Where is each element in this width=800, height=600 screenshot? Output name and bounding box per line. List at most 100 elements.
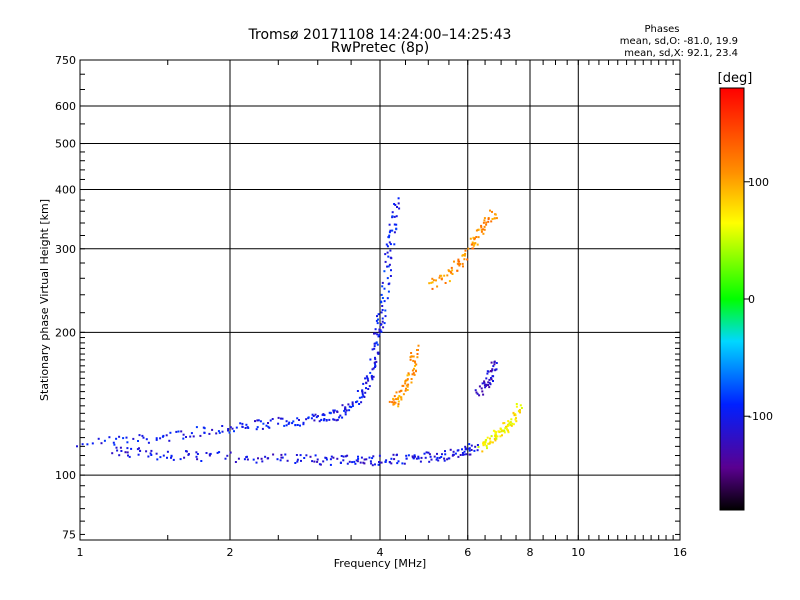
- data-point: [381, 297, 384, 299]
- data-point: [252, 458, 255, 461]
- data-point: [428, 453, 431, 456]
- data-point: [377, 318, 379, 321]
- data-point: [390, 457, 393, 460]
- data-point: [397, 400, 400, 403]
- data-points: [76, 197, 523, 467]
- data-point: [305, 454, 308, 457]
- data-point: [355, 401, 357, 404]
- data-point: [283, 424, 286, 427]
- data-point: [368, 385, 371, 388]
- y-tick-label: 100: [55, 469, 76, 482]
- data-point: [336, 411, 339, 413]
- data-point: [389, 249, 392, 252]
- data-point: [217, 430, 220, 433]
- data-point: [254, 420, 256, 423]
- data-point: [351, 405, 354, 407]
- data-point: [507, 431, 510, 434]
- x-tick-labels: 1 2 4 6 8 10 16: [77, 546, 688, 559]
- data-point: [512, 423, 515, 426]
- data-point: [120, 450, 123, 452]
- data-point: [493, 360, 496, 363]
- data-point: [399, 389, 402, 392]
- data-point: [459, 454, 462, 456]
- y-tick-label: 400: [55, 184, 76, 197]
- data-point: [361, 391, 364, 394]
- data-point: [405, 454, 408, 457]
- data-point: [389, 275, 392, 277]
- data-point: [468, 447, 471, 450]
- data-point: [374, 328, 377, 331]
- data-point: [478, 394, 481, 397]
- data-point: [371, 378, 374, 381]
- data-point: [234, 461, 237, 463]
- data-point: [440, 277, 443, 280]
- data-point: [464, 249, 467, 252]
- data-point: [196, 453, 199, 455]
- data-point: [487, 381, 490, 384]
- data-point: [444, 282, 447, 284]
- data-point: [447, 269, 450, 272]
- data-point: [411, 369, 414, 372]
- data-point: [377, 335, 380, 338]
- data-point: [374, 332, 377, 335]
- data-point: [475, 229, 478, 232]
- data-point: [382, 326, 385, 329]
- data-point: [247, 427, 250, 429]
- data-point: [428, 460, 431, 463]
- data-point: [404, 389, 407, 392]
- data-point: [373, 347, 376, 350]
- data-point: [467, 247, 470, 250]
- data-point: [296, 417, 299, 420]
- data-point: [314, 454, 317, 457]
- data-point: [385, 459, 388, 462]
- data-point: [386, 297, 389, 300]
- data-point: [397, 398, 399, 400]
- data-point: [441, 453, 443, 456]
- data-point: [241, 426, 244, 428]
- data-point: [461, 452, 464, 454]
- data-point: [482, 442, 484, 445]
- data-point: [477, 228, 480, 231]
- data-point: [376, 322, 379, 325]
- data-point: [267, 422, 269, 424]
- y-tick-label: 750: [55, 54, 76, 67]
- data-point: [147, 441, 150, 444]
- data-point: [187, 453, 190, 456]
- data-point: [380, 300, 383, 303]
- data-point: [355, 459, 358, 462]
- data-point: [430, 281, 433, 284]
- data-point: [400, 398, 403, 401]
- data-point: [443, 459, 446, 462]
- data-point: [376, 351, 379, 354]
- data-point: [411, 455, 414, 458]
- data-point: [484, 386, 487, 389]
- data-point: [440, 274, 443, 277]
- data-point: [490, 370, 492, 372]
- data-point: [264, 455, 267, 458]
- data-point: [333, 418, 336, 421]
- data-point: [468, 453, 471, 456]
- data-point: [86, 443, 89, 446]
- data-point: [208, 454, 211, 457]
- data-point: [367, 379, 370, 382]
- data-point: [141, 434, 144, 437]
- data-point: [507, 424, 510, 427]
- data-point: [485, 439, 488, 441]
- data-point: [463, 450, 466, 453]
- data-point: [457, 263, 460, 266]
- data-point: [490, 377, 492, 379]
- data-point: [269, 419, 272, 422]
- data-point: [341, 404, 344, 407]
- data-point: [381, 320, 384, 323]
- data-point: [344, 406, 347, 409]
- data-point: [185, 436, 187, 438]
- data-point: [127, 454, 129, 457]
- data-point: [407, 454, 410, 457]
- data-point: [168, 439, 171, 442]
- data-point: [501, 434, 503, 437]
- data-point: [126, 451, 129, 454]
- data-point: [162, 454, 165, 457]
- data-point: [377, 352, 380, 355]
- data-point: [265, 424, 268, 427]
- data-point: [373, 332, 375, 335]
